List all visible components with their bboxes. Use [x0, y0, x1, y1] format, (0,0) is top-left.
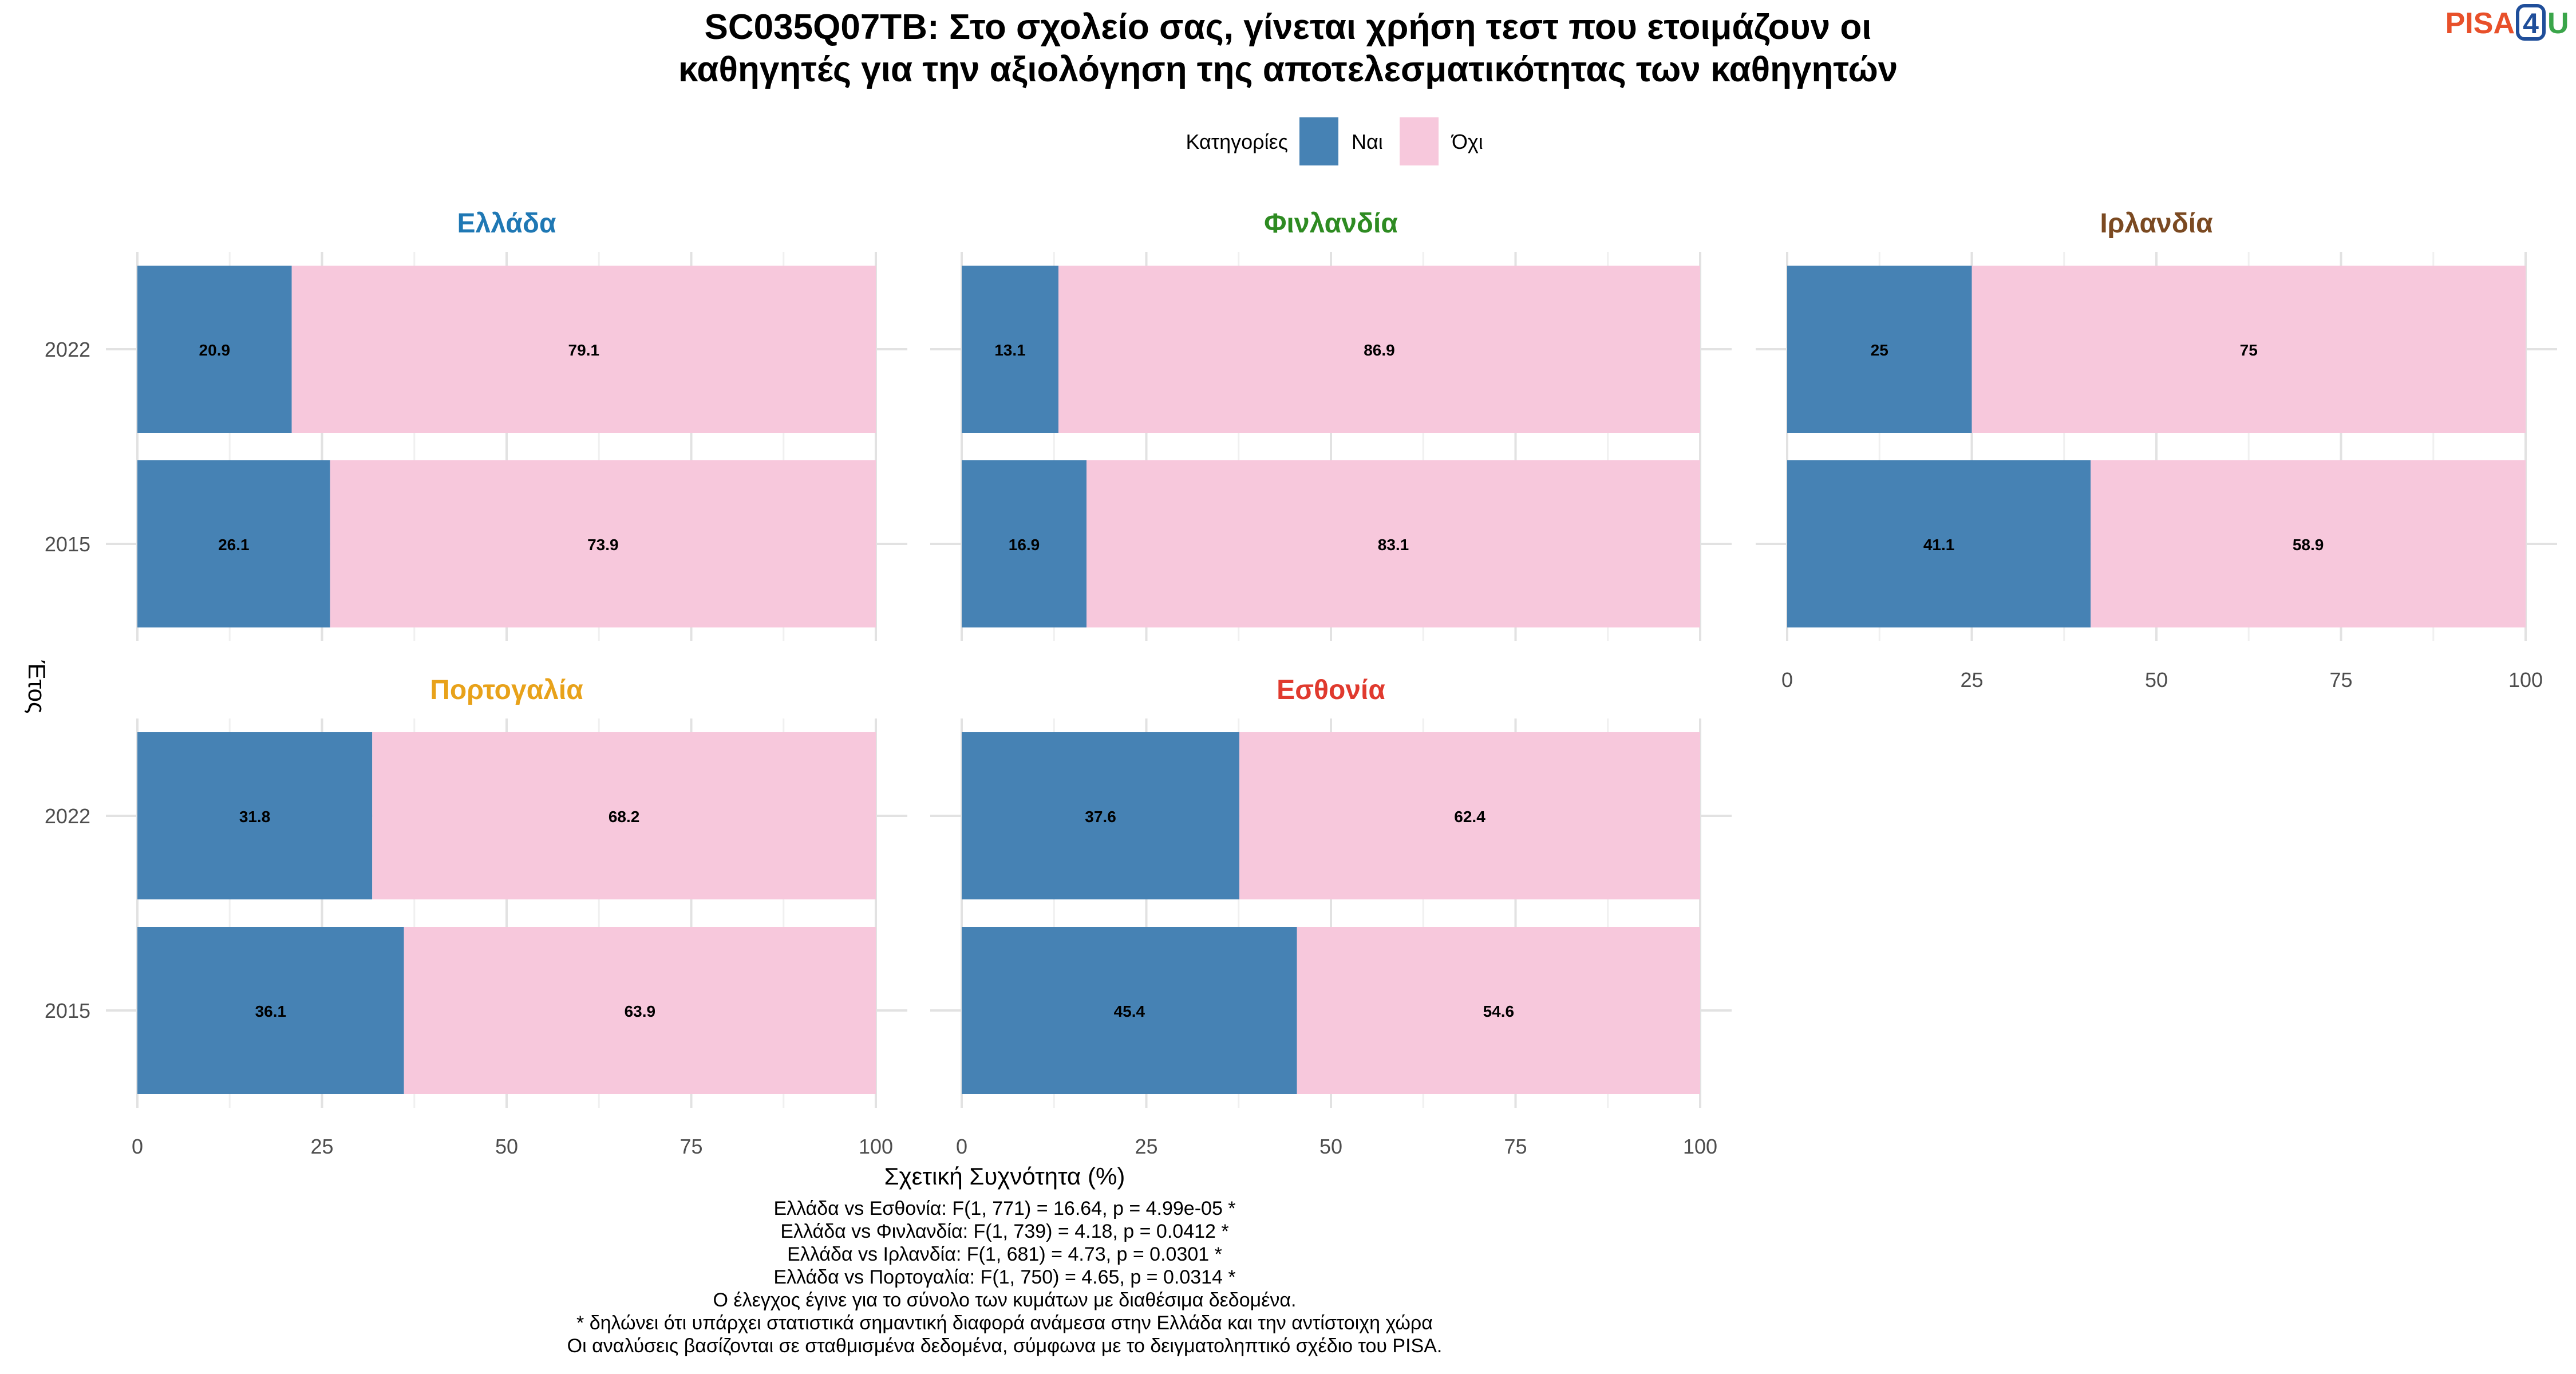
y-axis-label: Έτος [23, 660, 50, 714]
data-label: 86.9 [1364, 341, 1395, 359]
chart-title-line2: καθηγητές για την αξιολόγηση της αποτελε… [678, 50, 1898, 89]
data-label: 25 [1871, 341, 1888, 359]
data-label: 58.9 [2293, 536, 2324, 554]
x-tick-label: 100 [859, 1135, 893, 1158]
legend-swatch-yes [1299, 117, 1338, 165]
x-tick-label: 25 [1960, 668, 1983, 692]
logo-text-u: U [2547, 7, 2569, 40]
panel-title: Εσθονία [1277, 675, 1385, 705]
bar-no [291, 266, 876, 433]
data-label: 63.9 [625, 1002, 656, 1020]
x-tick-label: 0 [1781, 668, 1793, 692]
x-tick-label: 75 [679, 1135, 702, 1158]
data-label: 68.2 [609, 808, 640, 826]
data-label: 54.6 [1483, 1002, 1515, 1020]
y-tick-label: 2015 [45, 999, 90, 1022]
footnote-line: Ελλάδα vs Φινλανδία: F(1, 739) = 4.18, p… [780, 1221, 1228, 1242]
data-label: 41.1 [1923, 536, 1955, 554]
data-label: 83.1 [1378, 536, 1409, 554]
brand-logo: PISA 4 U [2445, 4, 2569, 41]
bar-no [1239, 732, 1700, 899]
data-label: 26.1 [218, 536, 250, 554]
footnote-line: * δηλώνει ότι υπάρχει στατιστικά σημαντι… [576, 1312, 1433, 1334]
footnote-line: Οι αναλύσεις βασίζονται σε σταθμισμένα δ… [567, 1335, 1443, 1357]
bar-yes [137, 927, 404, 1094]
panel-title: Φινλανδία [1264, 208, 1398, 239]
data-label: 73.9 [587, 536, 619, 554]
bar-yes [962, 927, 1297, 1094]
footnote-line: Ο έλεγχος έγινε για το σύνολο των κυμάτω… [713, 1289, 1297, 1311]
x-tick-label: 25 [310, 1135, 333, 1158]
panel-title: Πορτογαλία [430, 675, 583, 705]
y-tick-label: 2022 [45, 338, 90, 361]
data-label: 79.1 [568, 341, 600, 359]
footnotes: Ελλάδα vs Εσθονία: F(1, 771) = 16.64, p … [567, 1198, 1443, 1357]
x-tick-label: 75 [2329, 668, 2352, 692]
chart-title-line1: SC035Q07TB: Στο σχολείο σας, γίνεται χρή… [705, 7, 1872, 47]
logo-text-pisa: PISA [2445, 7, 2515, 40]
bar-yes [962, 732, 1240, 899]
bar-no [372, 732, 876, 899]
legend-title: Κατηγορίες [1186, 130, 1288, 153]
footnote-line: Ελλάδα vs Ιρλανδία: F(1, 681) = 4.73, p … [787, 1243, 1222, 1265]
y-tick-label: 2022 [45, 804, 90, 828]
x-tick-label: 0 [132, 1135, 143, 1158]
footnote-line: Ελλάδα vs Πορτογαλία: F(1, 750) = 4.65, … [773, 1266, 1235, 1288]
facet-panels: Ελλάδα 20.9 79.1 26.1 73.9 2022 2015 Φινλανδία 1… [45, 208, 2557, 1158]
data-label: 75 [2240, 341, 2258, 359]
panel-title: Ιρλανδία [2100, 208, 2213, 239]
bar-no [330, 460, 876, 627]
bar-no [1297, 927, 1700, 1094]
panel-3: Πορτογαλία 31.8 68.2 36.1 63.9 2022 2015 0 25 50 7… [45, 675, 907, 1158]
data-label: 62.4 [1454, 808, 1485, 826]
bar-no [1058, 266, 1700, 433]
data-label: 13.1 [994, 341, 1026, 359]
x-tick-label: 25 [1135, 1135, 1157, 1158]
bar-yes [1787, 460, 2091, 627]
x-axis-label: Σχετική Συχνότητα (%) [884, 1163, 1125, 1190]
footnote-line: Ελλάδα vs Εσθονία: F(1, 771) = 16.64, p … [773, 1198, 1235, 1219]
panel-title: Ελλάδα [457, 208, 556, 239]
bar-yes [137, 460, 330, 627]
bar-yes [962, 460, 1087, 627]
legend-swatch-no [1400, 117, 1439, 165]
bar-no [1971, 266, 2526, 433]
logo-text-4: 4 [2523, 7, 2539, 40]
x-tick-label: 50 [2145, 668, 2168, 692]
bar-yes [1787, 266, 1972, 433]
data-label: 16.9 [1009, 536, 1040, 554]
x-tick-label: 100 [2508, 668, 2543, 692]
bar-no [2091, 460, 2526, 627]
bar-no [1086, 460, 1700, 627]
legend-label-yes: Ναι [1352, 130, 1383, 153]
legend-label-no: Όχι [1451, 130, 1483, 153]
x-tick-label: 0 [956, 1135, 967, 1158]
data-label: 20.9 [199, 341, 231, 359]
panel-0: Ελλάδα 20.9 79.1 26.1 73.9 2022 2015 [45, 208, 907, 641]
x-tick-label: 50 [495, 1135, 518, 1158]
bar-yes [137, 732, 373, 899]
legend: Κατηγορίες Ναι Όχι [1186, 117, 1483, 165]
x-tick-label: 100 [1683, 1135, 1717, 1158]
panel-1: Φινλανδία 13.1 86.9 16.9 83.1 [930, 208, 1732, 641]
panel-2: Ιρλανδία 25 75 41.1 58.9 0 25 50 75 100 [1756, 208, 2557, 692]
bar-yes [137, 266, 292, 433]
data-label: 36.1 [255, 1002, 287, 1020]
bar-yes [962, 266, 1058, 433]
bar-no [404, 927, 876, 1094]
data-label: 37.6 [1085, 808, 1116, 826]
data-label: 45.4 [1114, 1002, 1145, 1020]
x-tick-label: 50 [1319, 1135, 1342, 1158]
logo-badge [2516, 4, 2546, 41]
panel-4: Εσθονία 37.6 62.4 45.4 54.6 0 25 50 75 100 [930, 675, 1732, 1158]
data-label: 31.8 [239, 808, 271, 826]
x-tick-label: 75 [1504, 1135, 1527, 1158]
y-tick-label: 2015 [45, 532, 90, 556]
